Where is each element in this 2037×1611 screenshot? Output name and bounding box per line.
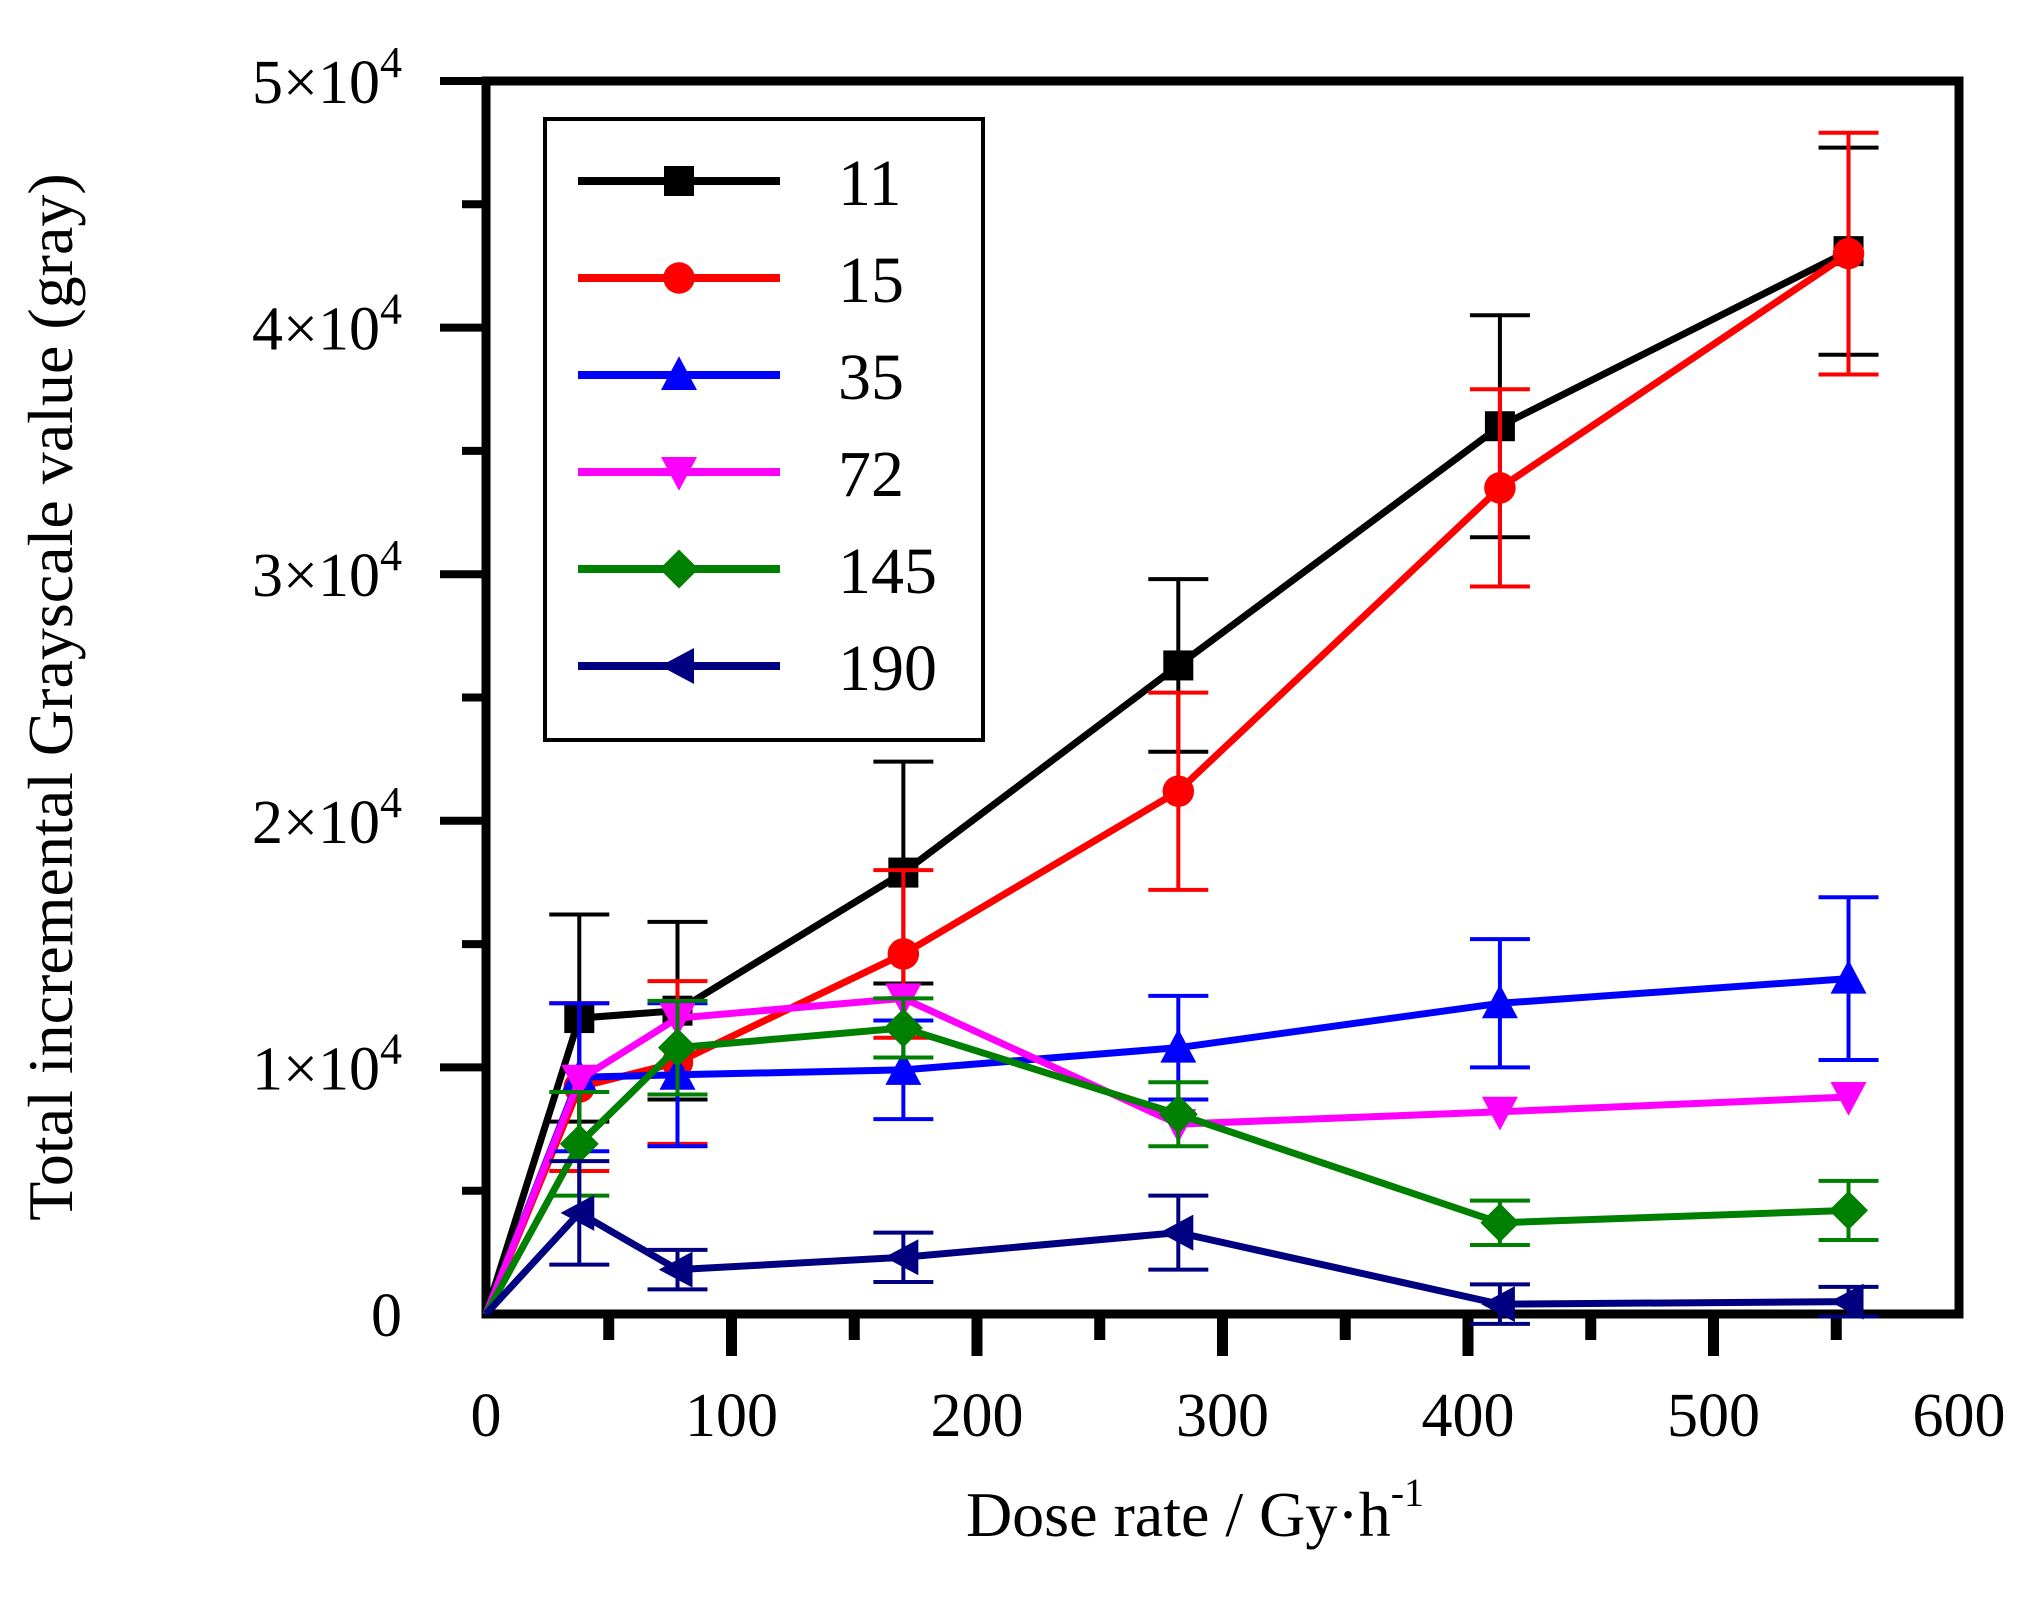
data-point: [1829, 1283, 1864, 1320]
legend-item-145: 145: [578, 535, 937, 608]
legend-item-15: 15: [578, 244, 904, 317]
y-tick-exponent: 4: [380, 778, 402, 827]
x-tick-label: 0: [471, 1382, 502, 1450]
data-point: [657, 1028, 697, 1068]
y-tick-label: 2×104: [252, 778, 402, 857]
legend-item-35: 35: [578, 341, 904, 414]
y-tick-label: 0: [371, 1282, 402, 1350]
axis-ticks: [440, 77, 1842, 1356]
y-tick-exponent: 4: [380, 285, 402, 334]
x-tick-label: 400: [1422, 1382, 1515, 1450]
data-point: [658, 1251, 693, 1288]
tick-labels: 0 100 200 300 400 500 60001×1042×1043×1044×104…: [252, 38, 2005, 1450]
y-tick-exponent: 4: [380, 38, 402, 87]
legend-marker: [660, 648, 694, 684]
data-point: [883, 1008, 923, 1048]
legend-marker: [664, 166, 694, 196]
data-point: [559, 1124, 599, 1164]
legend-label: 35: [838, 341, 904, 414]
data-point: [1830, 1081, 1867, 1116]
x-axis-title-text: Dose rate / Gy·h: [966, 1479, 1391, 1550]
legend-box: [543, 117, 985, 742]
data-point: [1480, 1203, 1520, 1243]
legend: 11 15 35 72 145 190: [578, 147, 937, 705]
x-tick-label: 300: [1176, 1382, 1269, 1450]
data-point: [1832, 237, 1865, 270]
data-point: [560, 1194, 595, 1231]
y-tick-label: 5×104: [252, 38, 402, 117]
data-point: [884, 1239, 919, 1276]
data-point: [1163, 650, 1194, 681]
y-tick-mantissa: 4×10: [252, 296, 380, 364]
legend-marker: [661, 457, 697, 491]
y-tick-label: 3×104: [252, 531, 402, 610]
y-tick-mantissa: 0: [371, 1282, 402, 1350]
y-tick-exponent: 4: [380, 1024, 402, 1073]
legend-item-72: 72: [578, 438, 904, 511]
series-layer: [482, 130, 1879, 1326]
data-point: [1481, 984, 1518, 1019]
y-tick-label: 4×104: [252, 285, 402, 364]
data-point: [1484, 472, 1516, 504]
x-tick-label: 600: [1913, 1382, 2006, 1450]
x-tick-label: 100: [685, 1382, 778, 1450]
data-point: [1158, 1094, 1198, 1134]
data-point: [1481, 1286, 1515, 1323]
legend-label: 190: [838, 632, 937, 705]
x-axis-title-superscript: -1: [1391, 1470, 1424, 1515]
series-190: [483, 1159, 1879, 1326]
y-tick-mantissa: 5×10: [252, 49, 380, 117]
y-tick-mantissa: 1×10: [252, 1035, 380, 1103]
legend-item-11: 11: [578, 147, 902, 220]
legend-item-190: 190: [578, 632, 937, 705]
legend-marker: [659, 549, 699, 589]
data-point: [1160, 1028, 1197, 1063]
x-tick-label: 500: [1667, 1382, 1760, 1450]
legend-marker: [663, 262, 695, 294]
y-tick-exponent: 4: [380, 531, 402, 580]
legend-marker: [661, 356, 697, 390]
data-point: [887, 938, 920, 970]
data-point: [561, 1064, 598, 1099]
legend-label: 11: [838, 147, 902, 220]
x-tick-label: 200: [931, 1382, 1024, 1450]
data-point: [1829, 1190, 1869, 1230]
legend-label: 145: [838, 535, 937, 608]
data-point: [1159, 1214, 1194, 1251]
data-point: [885, 1051, 922, 1085]
data-point: [1830, 959, 1867, 994]
y-tick-mantissa: 3×10: [252, 542, 380, 610]
legend-label: 72: [838, 438, 904, 511]
series-145: [482, 996, 1879, 1316]
legend-label: 15: [838, 244, 904, 317]
data-point: [1162, 775, 1195, 807]
y-tick-mantissa: 2×10: [252, 789, 380, 857]
y-axis-title: Total incremental Grayscale value (gray): [15, 173, 86, 1220]
y-tick-label: 1×104: [252, 1024, 402, 1103]
x-axis-title: Dose rate / Gy·h-1: [966, 1470, 1424, 1550]
data-point: [1481, 1096, 1518, 1131]
